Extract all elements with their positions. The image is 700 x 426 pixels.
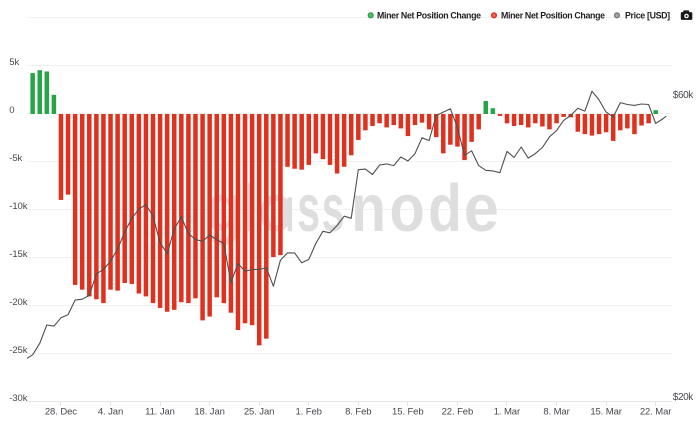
svg-text:25. Jan: 25. Jan (244, 407, 274, 418)
svg-text:Miner Net Position Change: Miner Net Position Change (501, 11, 605, 21)
svg-text:22. Mar: 22. Mar (640, 407, 672, 418)
svg-text:Miner Net Position Change: Miner Net Position Change (377, 11, 481, 21)
svg-text:$20k: $20k (673, 392, 694, 403)
svg-text:-20k: -20k (9, 297, 27, 308)
svg-text:n: n (351, 171, 386, 246)
svg-text:-15k: -15k (9, 249, 27, 260)
svg-text:Price [USD]: Price [USD] (625, 11, 670, 21)
svg-text:18. Jan: 18. Jan (194, 407, 224, 418)
svg-text:1. Feb: 1. Feb (296, 407, 322, 418)
svg-text:11. Jan: 11. Jan (145, 407, 175, 418)
svg-text:-10k: -10k (9, 201, 27, 212)
svg-text:s: s (297, 171, 320, 246)
svg-text:22. Feb: 22. Feb (442, 407, 474, 418)
svg-text:o: o (390, 171, 425, 246)
svg-text:s: s (322, 171, 345, 246)
svg-text:15. Mar: 15. Mar (590, 407, 622, 418)
svg-text:-5k: -5k (9, 153, 22, 164)
svg-text:4. Jan: 4. Jan (98, 407, 123, 418)
svg-text:1. Mar: 1. Mar (494, 407, 520, 418)
svg-text:-30k: -30k (9, 393, 27, 404)
svg-text:28. Dec: 28. Dec (45, 407, 77, 418)
svg-text:d: d (428, 171, 462, 246)
svg-text:15. Feb: 15. Feb (392, 407, 424, 418)
svg-text:e: e (464, 171, 499, 246)
svg-text:8. Feb: 8. Feb (345, 407, 371, 418)
svg-text:$60k: $60k (673, 90, 694, 101)
svg-text:8. Mar: 8. Mar (543, 407, 569, 418)
svg-text:-25k: -25k (9, 345, 27, 356)
svg-text:5k: 5k (9, 57, 19, 68)
svg-text:0: 0 (9, 105, 14, 116)
